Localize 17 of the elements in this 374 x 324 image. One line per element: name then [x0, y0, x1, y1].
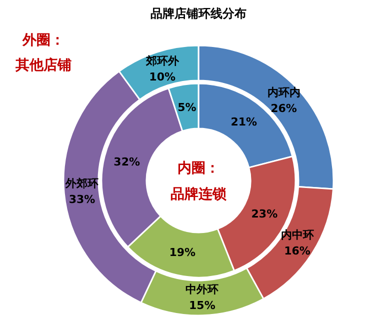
data-label: 16% — [284, 244, 310, 258]
data-label: 15% — [189, 298, 216, 312]
data-label: 10% — [149, 70, 176, 84]
data-label: 32% — [114, 156, 140, 169]
data-label: 23% — [251, 208, 278, 221]
chart-title: 品牌店铺环线分布 — [150, 6, 246, 20]
data-label: 5% — [178, 100, 196, 114]
data-label: 26% — [270, 102, 297, 115]
data-label: 33% — [68, 193, 96, 206]
slice-label: 外圈：其他店铺 — [14, 32, 72, 74]
slice-label: 郊环外 — [144, 54, 180, 68]
slice-label: 内中环 — [280, 228, 314, 242]
data-label: 21% — [230, 116, 258, 129]
slice-label: 内环内 — [267, 86, 300, 99]
slice-label: 内圈：品牌连锁 — [170, 160, 226, 202]
data-label: 19% — [169, 246, 196, 260]
slice-label: 中外环 — [186, 282, 219, 296]
